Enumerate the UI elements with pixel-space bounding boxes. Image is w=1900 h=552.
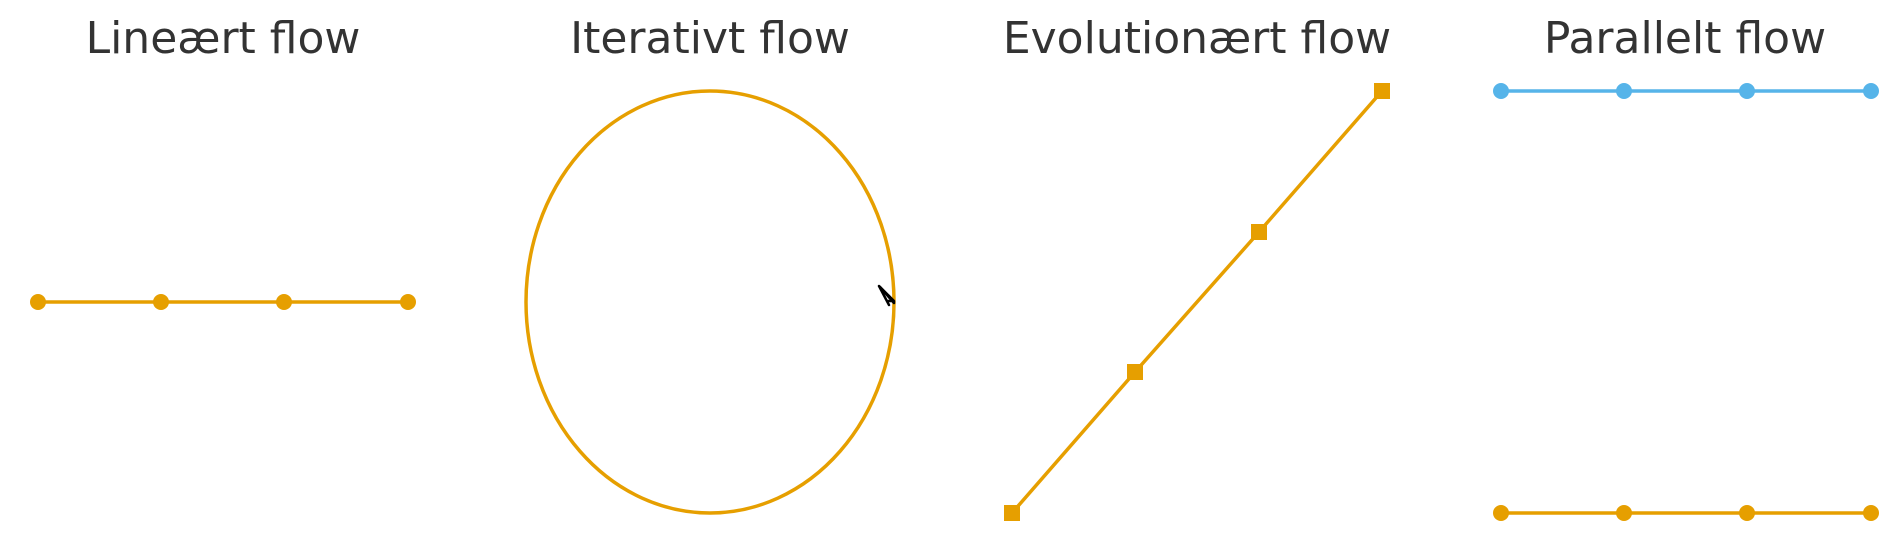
evolutionary-flow-node <box>1374 83 1390 99</box>
panel-title-iterative: Iterativt flow <box>570 13 850 64</box>
iterative-flow-loop <box>524 89 896 515</box>
panel-linear-flow: Lineært flow <box>30 13 416 310</box>
panel-title-linear: Lineært flow <box>86 13 361 64</box>
evolutionary-flow-node <box>1004 505 1020 521</box>
parallel-top-node <box>1863 83 1879 99</box>
parallel-top-node <box>1616 83 1632 99</box>
evolutionary-flow-node <box>1251 224 1267 240</box>
parallel-bottom-node <box>1493 505 1509 521</box>
panel-title-evolutionary: Evolutionært flow <box>1003 13 1391 64</box>
linear-flow-node <box>276 294 292 310</box>
panel-iterative-flow: Iterativt flow <box>524 13 896 515</box>
parallel-top-node <box>1493 83 1509 99</box>
parallel-bottom-node <box>1616 505 1632 521</box>
linear-flow-node <box>400 294 416 310</box>
parallel-bottom-node <box>1863 505 1879 521</box>
linear-flow-node <box>153 294 169 310</box>
evolutionary-flow-line <box>1010 89 1384 515</box>
panel-parallel-flow: Parallelt flow <box>1493 13 1879 521</box>
parallel-top-node <box>1739 83 1755 99</box>
panel-title-parallel: Parallelt flow <box>1544 13 1826 64</box>
evolutionary-flow-node <box>1127 364 1143 380</box>
parallel-bottom-node <box>1739 505 1755 521</box>
panel-evolutionary-flow: Evolutionært flow <box>1003 13 1391 521</box>
linear-flow-node <box>30 294 46 310</box>
iterative-arrow-outline <box>877 284 896 307</box>
